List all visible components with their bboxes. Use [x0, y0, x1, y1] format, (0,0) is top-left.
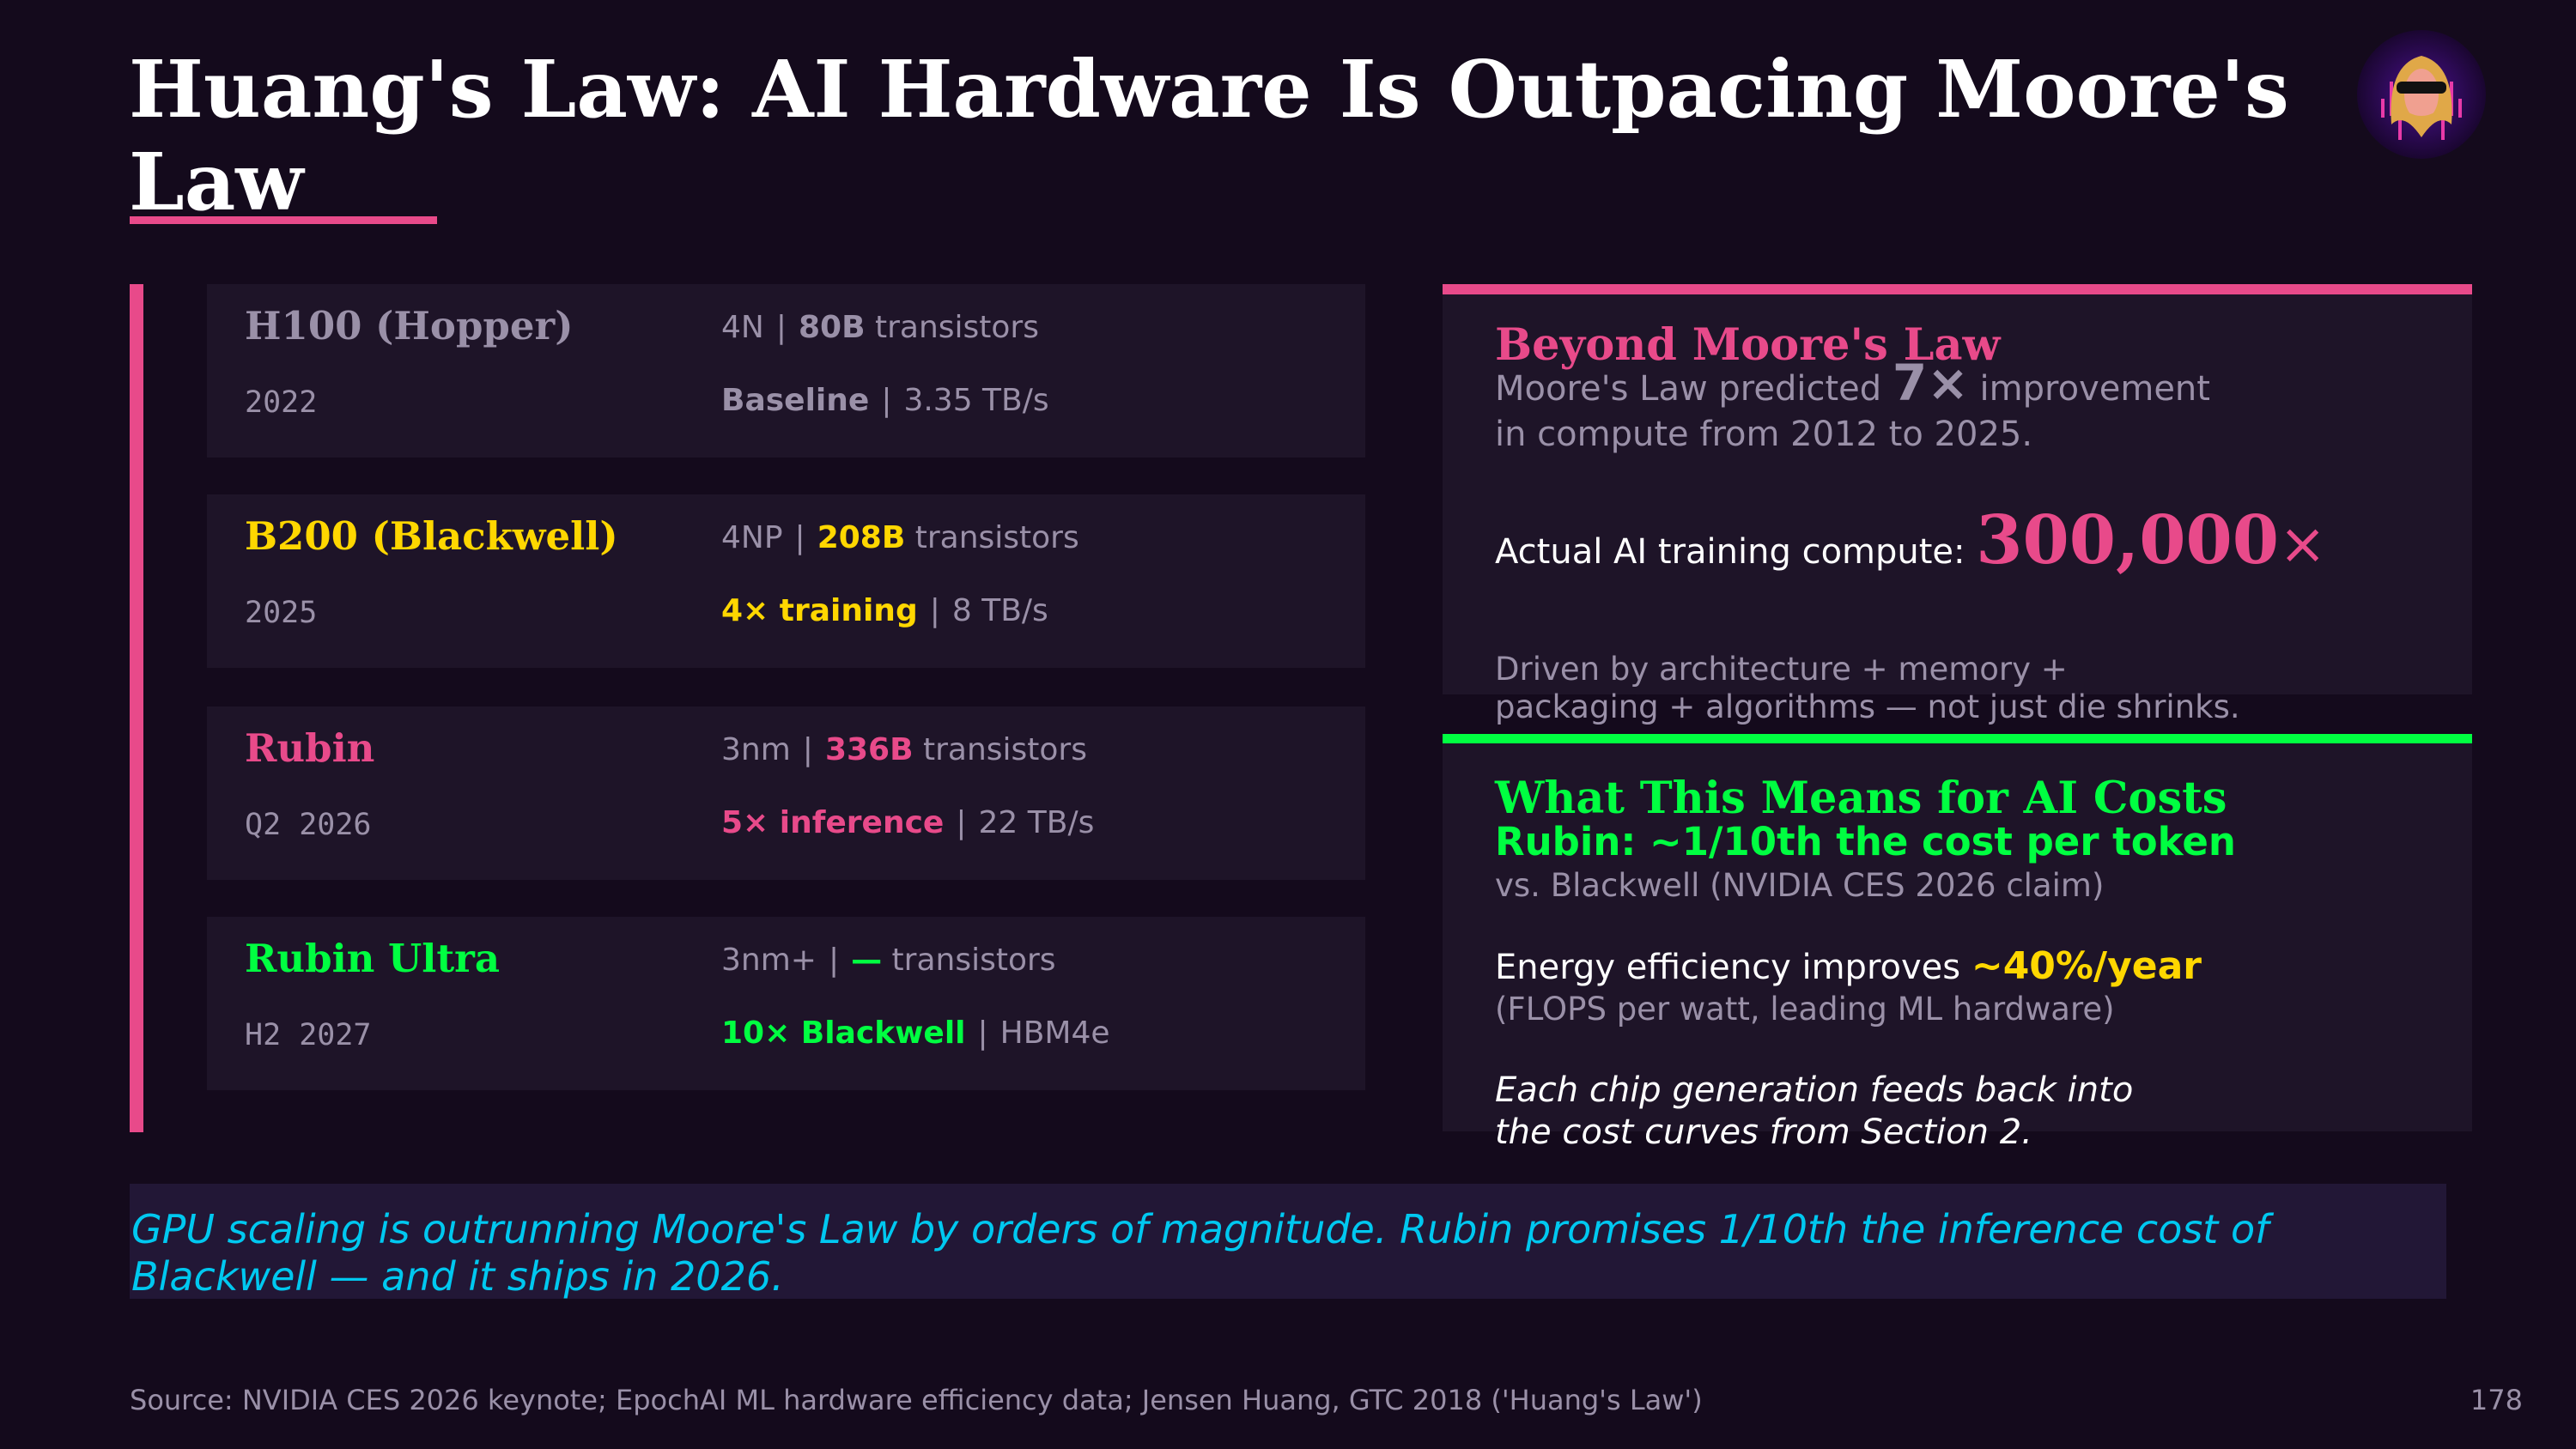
- chip-specs: 3nm+ | — transistors: [721, 943, 1056, 978]
- chip-performance: 10× Blackwell | HBM4e: [721, 1016, 1110, 1051]
- actual-compute: Actual AI training compute: 300,000×: [1495, 502, 2326, 591]
- chip-transistors: 336B: [824, 732, 914, 767]
- chip-year: 2022: [245, 385, 318, 420]
- chip-transistors: —: [851, 943, 883, 978]
- energy-efficiency: Energy efficiency improves ~40%/year: [1495, 944, 2202, 990]
- chip-card: Rubin Q2 2026 3nm | 336B transistors 5× in…: [207, 706, 1365, 880]
- callout-box: [130, 1184, 2446, 1299]
- avatar: [2357, 30, 2486, 159]
- energy-label: Energy efficiency improves: [1495, 948, 1971, 987]
- slide-title: Huang's Law: AI Hardware Is Outpacing Mo…: [129, 43, 2289, 228]
- chip-bandwidth: 3.35 TB/s: [903, 383, 1049, 418]
- chip-process: 3nm: [721, 732, 791, 767]
- separator: |: [929, 593, 940, 628]
- feedback-note-1: Each chip generation feeds back into: [1495, 1070, 2134, 1110]
- title-underline: [130, 216, 437, 224]
- chip-transistors: 208B: [817, 520, 906, 555]
- chip-name: H100 (Hopper): [245, 303, 574, 349]
- callout-line-2: Blackwell — and it ships in 2026.: [131, 1253, 784, 1300]
- transistors-label: transistors: [922, 732, 1087, 767]
- actual-suffix: ×: [2279, 511, 2327, 577]
- chip-process: 4NP: [721, 520, 783, 555]
- chip-bandwidth: 22 TB/s: [978, 805, 1095, 840]
- chip-process: 3nm+: [721, 943, 817, 978]
- chip-card: B200 (Blackwell) 2025 4NP | 208B transisto…: [207, 494, 1365, 668]
- chip-performance: 5× inference | 22 TB/s: [721, 805, 1094, 840]
- driven-line-2: packaging + algorithms — not just die sh…: [1495, 688, 2240, 725]
- energy-note: (FLOPS per watt, leading ML hardware): [1495, 991, 2115, 1028]
- avatar-icon: [2357, 30, 2486, 159]
- chip-card: Rubin Ultra H2 2027 3nm+ | — transistors 1…: [207, 917, 1365, 1090]
- chip-name: Rubin Ultra: [245, 936, 501, 981]
- chip-name: B200 (Blackwell): [245, 513, 618, 559]
- transistors-label: transistors: [891, 943, 1056, 978]
- callout-line-1: GPU scaling is outrunning Moore's Law by…: [131, 1206, 2269, 1252]
- separator: |: [828, 943, 840, 978]
- source-footer: Source: NVIDIA CES 2026 keynote; EpochAI…: [130, 1384, 1703, 1416]
- panel-accent-bar: [1443, 284, 2472, 294]
- chip-bandwidth: 8 TB/s: [951, 593, 1048, 628]
- chip-year: Q2 2026: [245, 808, 372, 842]
- chip-perf: 10× Blackwell: [721, 1016, 966, 1051]
- separator: |: [794, 520, 805, 555]
- driven-line-1: Driven by architecture + memory +: [1495, 651, 2068, 688]
- beyond-moores-law-panel: [1443, 284, 2472, 694]
- chip-transistors: 80B: [798, 310, 866, 345]
- chip-specs: 4NP | 208B transistors: [721, 520, 1079, 555]
- separator: |: [956, 805, 967, 840]
- chip-year: H2 2027: [245, 1018, 372, 1052]
- separator: |: [802, 732, 813, 767]
- energy-value: ~40%/year: [1971, 944, 2202, 988]
- prediction-text-end: improvement: [1968, 369, 2210, 409]
- beyond-heading: Beyond Moore's Law: [1495, 319, 2001, 371]
- chip-performance: 4× training | 8 TB/s: [721, 593, 1048, 628]
- callout-text: GPU scaling is outrunning Moore's Law by…: [131, 1206, 2269, 1300]
- separator: |: [881, 383, 892, 418]
- chip-perf: 4× training: [721, 593, 918, 628]
- costs-heading: What This Means for AI Costs: [1495, 773, 2227, 824]
- panel-accent-bar: [1443, 734, 2472, 743]
- page-number: 178: [2470, 1384, 2523, 1416]
- chip-name: Rubin: [245, 725, 375, 771]
- rubin-cost-claim: Rubin: ~1/10th the cost per token: [1495, 819, 2236, 864]
- prediction-text: Moore's Law predicted: [1495, 369, 1893, 409]
- feedback-note-2: the cost curves from Section 2.: [1495, 1113, 2032, 1152]
- separator: |: [977, 1016, 988, 1051]
- chip-perf: Baseline: [721, 383, 870, 418]
- prediction-value: 7×: [1892, 354, 1969, 412]
- actual-label: Actual AI training compute:: [1495, 532, 1977, 572]
- chip-bandwidth: HBM4e: [999, 1016, 1110, 1051]
- chip-specs: 3nm | 336B transistors: [721, 732, 1087, 767]
- chip-perf: 5× inference: [721, 805, 945, 840]
- transistors-label: transistors: [874, 310, 1039, 345]
- chip-specs: 4N | 80B transistors: [721, 310, 1039, 345]
- actual-value: 300,000: [1976, 501, 2280, 579]
- rubin-cost-source: vs. Blackwell (NVIDIA CES 2026 claim): [1495, 867, 2105, 904]
- prediction-period: in compute from 2012 to 2025.: [1495, 415, 2033, 454]
- separator: |: [775, 310, 787, 345]
- moores-prediction: Moore's Law predicted 7× improvement: [1495, 358, 2210, 411]
- chip-card: H100 (Hopper) 2022 4N | 80B transistors Ba…: [207, 284, 1365, 458]
- chip-year: 2025: [245, 596, 318, 630]
- chip-process: 4N: [721, 310, 764, 345]
- timeline-accent-bar: [130, 284, 143, 1132]
- chip-performance: Baseline | 3.35 TB/s: [721, 383, 1049, 418]
- transistors-label: transistors: [914, 520, 1079, 555]
- ai-costs-panel: [1443, 734, 2472, 1131]
